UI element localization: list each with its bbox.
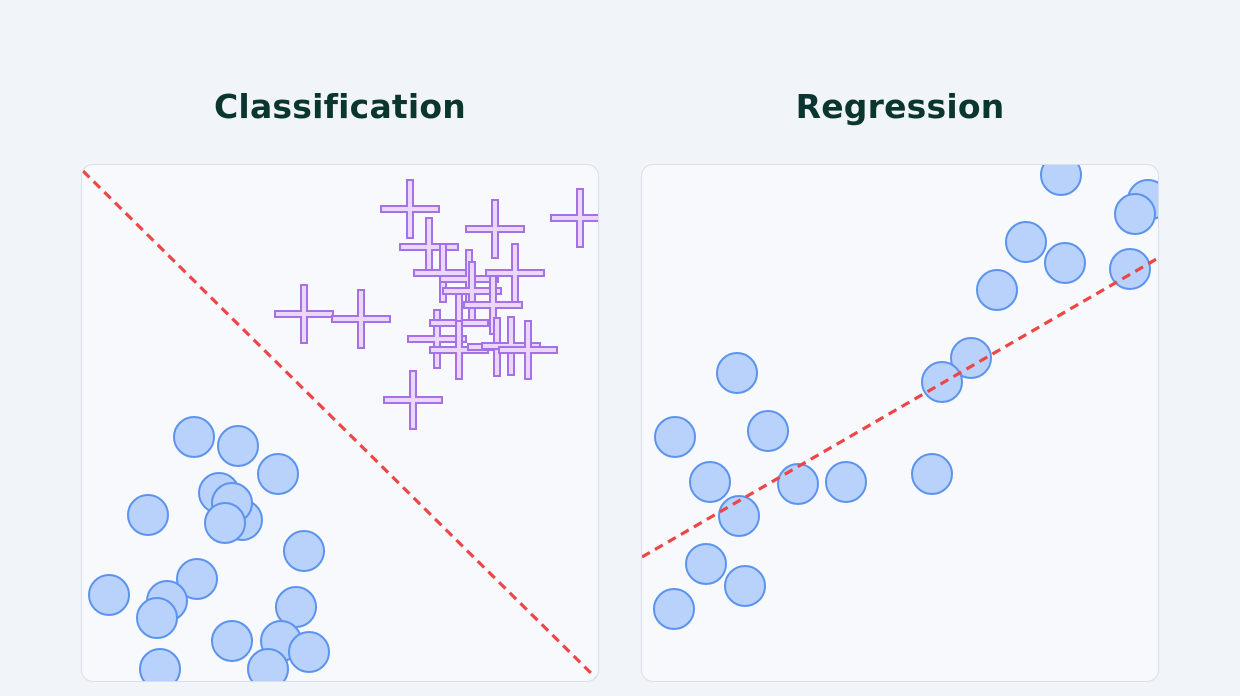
regression-data-point bbox=[747, 410, 789, 452]
class-circle-point bbox=[139, 648, 181, 681]
regression-data-point bbox=[825, 461, 867, 503]
regression-data-point bbox=[777, 463, 819, 505]
class-circle-point bbox=[136, 597, 178, 639]
class-cross-point bbox=[550, 188, 598, 248]
class-cross-point bbox=[380, 179, 440, 239]
regression-data-point bbox=[1040, 165, 1082, 196]
regression-data-point bbox=[718, 495, 760, 537]
class-circle-point bbox=[211, 620, 253, 662]
classification-plot bbox=[82, 169, 598, 681]
regression-data-point bbox=[1109, 248, 1151, 290]
regression-data-point bbox=[724, 565, 766, 607]
decision-boundary-line bbox=[82, 169, 598, 681]
class-cross-point bbox=[429, 320, 489, 380]
regression-data-point bbox=[976, 269, 1018, 311]
class-circle-point bbox=[176, 558, 218, 600]
class-cross-point bbox=[407, 309, 467, 369]
regression-data-point bbox=[654, 416, 696, 458]
class-circle-point bbox=[288, 631, 330, 673]
class-circle-point bbox=[247, 648, 289, 681]
classification-title: Classification bbox=[214, 87, 466, 126]
class-circle-point bbox=[173, 416, 215, 458]
regression-panel bbox=[641, 164, 1159, 682]
class-circle-point bbox=[204, 502, 246, 544]
regression-data-point bbox=[653, 588, 695, 630]
regression-data-point bbox=[1005, 221, 1047, 263]
regression-data-point bbox=[1044, 242, 1086, 284]
class-cross-point bbox=[413, 243, 473, 303]
regression-data-point bbox=[685, 543, 727, 585]
class-cross-point bbox=[498, 320, 558, 380]
class-cross-point bbox=[274, 284, 334, 344]
regression-data-point bbox=[1114, 193, 1156, 235]
regression-data-point bbox=[716, 352, 758, 394]
classification-panel bbox=[81, 164, 599, 682]
class-cross-point bbox=[465, 199, 525, 259]
regression-data-point bbox=[689, 461, 731, 503]
class-circle-point bbox=[283, 530, 325, 572]
regression-plot bbox=[642, 165, 1158, 630]
class-circle-point bbox=[257, 453, 299, 495]
regression-data-point bbox=[911, 453, 953, 495]
class-circle-point bbox=[127, 494, 169, 536]
regression-fit-line bbox=[642, 256, 1158, 559]
regression-data-point bbox=[950, 337, 992, 379]
class-circle-point bbox=[88, 574, 130, 616]
class-circle-point bbox=[217, 425, 259, 467]
regression-title: Regression bbox=[795, 87, 1005, 126]
class-cross-point bbox=[331, 289, 391, 349]
class-cross-point bbox=[383, 370, 443, 430]
